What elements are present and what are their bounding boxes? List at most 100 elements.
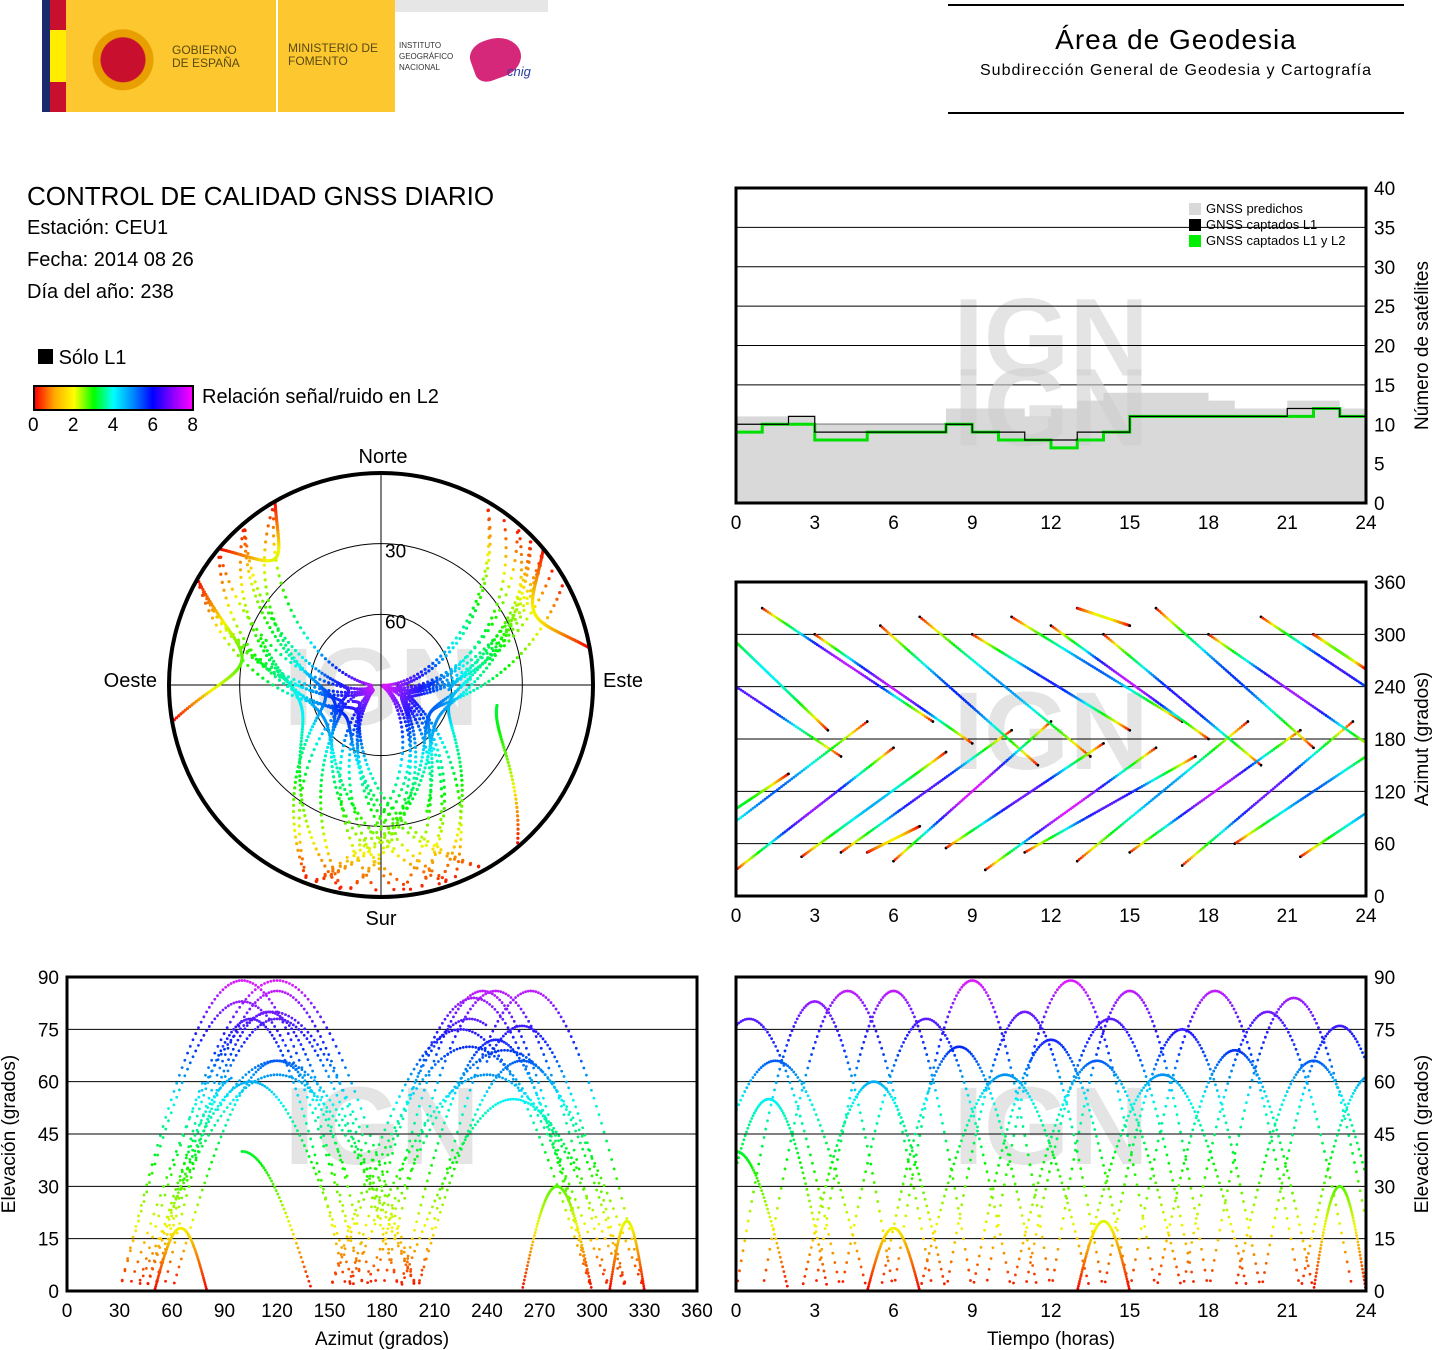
sky-point [484,561,489,565]
sky-point [359,831,364,835]
sky-point [322,679,326,683]
sky-point [300,727,305,731]
data-point [826,728,830,732]
sky-point [232,617,236,622]
sky-point [420,673,425,677]
y-tick-label: 20 [1374,337,1395,358]
sky-point [515,805,519,809]
sky-point [376,786,380,790]
sky-point [307,759,312,763]
sky-point [412,709,417,713]
sky-point [502,518,506,523]
sky-point [472,688,476,693]
sky-point [395,821,399,825]
sky-point [402,679,406,683]
sky-point [340,749,344,753]
sky-point [465,661,469,665]
sky-point [499,587,503,591]
sky-point [304,658,308,663]
y-tick-label: 300 [1374,625,1406,646]
sky-point [331,689,335,693]
sky-point [413,717,418,722]
sky-point [487,645,491,649]
sky-point [504,546,508,550]
sky-point [439,817,443,822]
sky-point [333,780,337,784]
sky-point [242,596,246,601]
sky-point [392,887,396,892]
sky-point [423,726,427,730]
sky-point [272,672,277,676]
sky-point [331,682,335,686]
sky-point [297,760,302,764]
sky-point [239,575,243,579]
sky-point [271,683,275,687]
sky-point [291,803,296,807]
sky-point [269,656,274,660]
government-logo-banner: GOBIERNO DE ESPAÑA MINISTERIO DE FOMENTO… [42,0,548,112]
sky-point [294,775,298,779]
sky-point [357,824,361,828]
sky-point [511,660,515,664]
sky-point [444,654,448,658]
sky-point [456,789,460,794]
sky-point [382,867,387,871]
sky-point [509,576,513,580]
sky-point [227,642,231,646]
sky-point [442,778,446,783]
sky-point [289,608,293,612]
sky-point [407,778,411,782]
sky-point [507,585,511,589]
sky-point [324,845,329,849]
sky-point [424,875,428,879]
sky-point [390,838,394,842]
sky-point [416,772,420,776]
sky-point [495,634,499,638]
x-tick-label: 21 [1277,513,1298,534]
sky-point [323,673,327,677]
sky-point [263,571,267,575]
sky-point [448,650,452,654]
sky-point [371,831,375,835]
sky-point [427,751,431,755]
sky-point [437,754,441,758]
sky-point [529,611,533,615]
sky-point [483,581,487,585]
snr-tick: 4 [107,415,119,436]
sky-point [375,835,380,840]
sky-point [272,542,276,546]
sky-point [328,858,332,862]
sky-point [360,866,365,870]
sky-point [334,881,338,885]
sky-point [402,811,406,815]
sky-point [373,845,377,849]
sky-point [479,585,483,589]
sky-point [401,826,405,830]
sky-point [265,649,269,653]
sky-point [483,629,488,633]
sky-point [479,684,483,688]
sky-point [279,652,283,657]
sky-point [413,765,417,769]
sky-point [531,637,535,642]
sky-point [339,690,344,694]
sky-point [402,716,406,720]
sky-point [401,882,406,886]
sky-point [479,655,483,659]
sky-point [435,676,439,680]
sky-point [256,672,260,676]
sky-point [306,824,310,829]
sky-point [504,633,508,638]
y-tick-label: 10 [1374,415,1395,436]
sky-point [338,773,342,777]
sky-point [388,812,392,816]
sky-point [269,643,273,648]
sky-point [364,795,368,799]
sky-point [406,719,410,724]
sky-point [370,836,374,841]
sky-point [480,634,484,639]
sky-point [339,755,344,759]
sky-point [423,745,428,749]
station-info: CONTROL DE CALIDAD GNSS DIARIO Estación:… [27,180,494,308]
